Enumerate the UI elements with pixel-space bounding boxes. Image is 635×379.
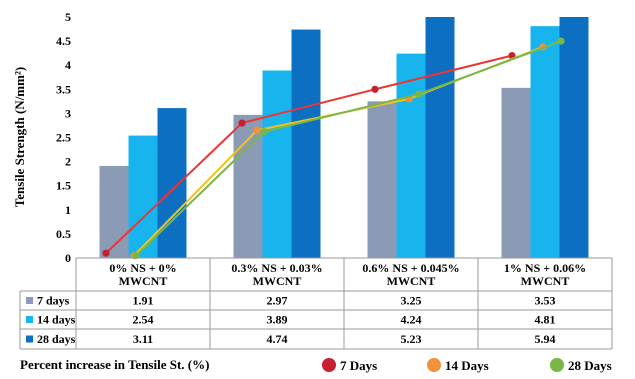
- marker-28-Days-1: [260, 128, 268, 136]
- bar-28-days-1: [291, 29, 321, 259]
- row-label: 28 days: [37, 332, 76, 346]
- legend-marker: [322, 358, 336, 372]
- y-tick-label: 5: [65, 10, 71, 24]
- row-swatch: [26, 335, 33, 343]
- y-tick-label: 4.5: [56, 34, 71, 48]
- bar-7-days-2: [367, 101, 397, 258]
- y-tick-label: 2.5: [56, 131, 71, 145]
- bar-14-days-2: [396, 53, 426, 258]
- table-cell-value: 4.81: [535, 313, 556, 327]
- table-cell-value: 3.11: [133, 332, 153, 346]
- category-label: 1% NS + 0.06%: [504, 261, 586, 275]
- line-14-Days: [133, 45, 544, 257]
- marker-28-Days-3: [557, 37, 565, 45]
- bar-7-days-3: [501, 87, 531, 258]
- bar-28-days-0: [157, 108, 187, 259]
- y-tick-label: 3.5: [56, 82, 71, 96]
- table-cell-value: 2.97: [267, 294, 288, 308]
- table-cell-value: 1.91: [133, 294, 154, 308]
- table-cell-value: 5.94: [535, 332, 556, 346]
- legend: 7 Days 14 Days 28 Days: [322, 358, 612, 373]
- table-cell-value: 5.23: [401, 332, 422, 346]
- line-28-Days: [135, 40, 562, 257]
- legend-label: 14 Days: [445, 358, 489, 373]
- bar-28-days-2: [425, 17, 455, 259]
- marker-7-Days-2: [371, 85, 379, 93]
- bar-14-days-1: [262, 70, 292, 258]
- y-tick-label: 3: [65, 106, 71, 120]
- category-label: 0.6% NS + 0.045%: [362, 261, 459, 275]
- secondary-axis-caption: Percent increase in Tensile St. (%): [20, 357, 209, 372]
- row-swatch: [26, 297, 33, 304]
- table-cell-value: 3.25: [401, 294, 422, 308]
- y-tick-label: 0: [65, 251, 71, 265]
- row-label: 14 days: [37, 313, 76, 327]
- y-axis-title: Tensile Strength (N/mm²): [12, 67, 27, 207]
- bar-14-days-3: [530, 26, 560, 258]
- legend-label: 7 Days: [340, 358, 377, 373]
- y-tick-label: 2: [65, 155, 71, 169]
- line-series: [102, 37, 565, 260]
- y-tick-label: 1.5: [56, 179, 71, 193]
- marker-28-Days-0: [132, 251, 140, 260]
- category-label: MWCNT: [119, 274, 168, 288]
- bar-series: [99, 17, 589, 259]
- bar-28-days-3: [559, 17, 589, 259]
- table-cell-value: 3.89: [267, 313, 288, 327]
- category-label: MWCNT: [521, 274, 570, 288]
- category-label: 0% NS + 0%: [109, 261, 176, 275]
- table-cell-value: 2.54: [133, 313, 154, 327]
- y-tick-label: 0.5: [56, 227, 71, 241]
- y-tick-label: 1: [65, 203, 71, 217]
- line-7-Days: [105, 54, 513, 254]
- table-cell-value: 3.53: [535, 294, 556, 308]
- table-cell-value: 4.74: [267, 332, 288, 346]
- legend-marker: [427, 358, 441, 372]
- row-swatch: [26, 316, 33, 323]
- table-cell-value: 4.24: [401, 313, 422, 327]
- legend-label: 28 Days: [568, 358, 612, 373]
- category-label: MWCNT: [253, 274, 302, 288]
- marker-7-Days-0: [102, 249, 110, 257]
- category-label: MWCNT: [387, 274, 436, 288]
- legend-marker: [550, 358, 564, 372]
- row-label: 7 days: [37, 294, 70, 308]
- y-axis-ticks: 0 0.5 1 1.5 2 2.5 3 3.5 4 4.5 5: [56, 10, 71, 265]
- marker-28-Days-2: [415, 90, 423, 98]
- bar-7-days-0: [99, 165, 129, 258]
- marker-7-Days-1: [238, 119, 246, 127]
- y-tick-label: 4: [65, 58, 71, 72]
- marker-14-Days-1: [253, 126, 261, 134]
- category-label: 0.3% NS + 0.03%: [231, 261, 322, 275]
